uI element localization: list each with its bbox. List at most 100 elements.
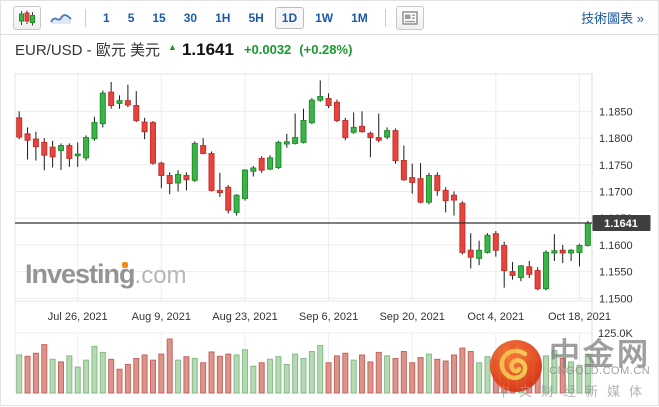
candle-up xyxy=(300,119,307,143)
volume-bar xyxy=(57,361,64,394)
volume-bar xyxy=(543,355,550,394)
volume-bar xyxy=(208,351,215,394)
volume-bar xyxy=(333,355,340,394)
volume-bar xyxy=(350,359,357,394)
volume-bar xyxy=(459,347,466,394)
volume-bar xyxy=(576,364,583,394)
timeframe-5[interactable]: 5 xyxy=(121,7,142,29)
candle-down xyxy=(375,137,382,141)
volume-bar xyxy=(325,362,332,394)
volume-bar xyxy=(359,354,366,394)
x-axis-label: Sep 20, 2021 xyxy=(379,311,444,323)
volume-bar xyxy=(24,355,31,394)
volume-bar xyxy=(317,344,324,394)
volume-bar xyxy=(484,356,491,394)
x-axis-label: Aug 9, 2021 xyxy=(132,311,191,323)
candles xyxy=(16,80,591,291)
candle-up xyxy=(350,126,357,133)
candle-up xyxy=(584,222,591,246)
candle-down xyxy=(66,145,73,159)
volume-bar xyxy=(158,353,165,394)
volume-bar xyxy=(108,358,115,394)
cngold-tagline: 中文财经新媒体 xyxy=(497,384,652,399)
candle-up xyxy=(517,265,524,278)
price-chart-canvas[interactable]: 1.18501.18001.17501.17001.16501.16001.15… xyxy=(1,63,659,407)
candle-up xyxy=(74,153,81,157)
candle-down xyxy=(108,91,115,107)
volume-bar xyxy=(559,357,566,394)
candle-down xyxy=(258,157,265,171)
volume-bar xyxy=(83,359,90,394)
volume-bar xyxy=(568,361,575,394)
candle-down xyxy=(434,174,441,191)
timeframe-15[interactable]: 15 xyxy=(145,7,172,29)
watermark-suffix: .com xyxy=(134,262,187,289)
watermark-brand: Investing xyxy=(25,259,136,289)
timeframe-30[interactable]: 30 xyxy=(177,7,204,29)
x-axis-label: Aug 23, 2021 xyxy=(212,311,277,323)
price-change-pct: (+0.28%) xyxy=(299,42,353,57)
volume-bar xyxy=(342,352,349,394)
candle-up xyxy=(568,249,575,254)
x-axis-label: Jul 26, 2021 xyxy=(48,311,108,323)
toolbar-divider xyxy=(384,8,386,27)
cngold-watermark: 中金网 CNGOLD.COM.CN 中文财经新媒体 xyxy=(487,335,659,405)
cngold-domain: CNGOLD.COM.CN xyxy=(549,365,651,377)
volume-bar xyxy=(425,353,432,394)
candle-down xyxy=(166,174,173,184)
candle-up xyxy=(175,173,182,184)
candle-up xyxy=(292,137,299,144)
timeframe-1m[interactable]: 1M xyxy=(344,7,375,29)
volume-bar xyxy=(183,356,190,394)
candle-up xyxy=(116,100,123,104)
candle-down xyxy=(216,189,223,194)
volume-bar xyxy=(91,345,98,394)
volume-bar xyxy=(384,355,391,394)
timeframe-5h[interactable]: 5H xyxy=(241,7,270,29)
volume-bar xyxy=(116,368,123,394)
volume-bar xyxy=(225,353,232,394)
volume-bar xyxy=(400,351,407,394)
volume-bar xyxy=(551,350,558,394)
timeframe-1d[interactable]: 1D xyxy=(274,6,305,29)
y-axis-label: 1.1750 xyxy=(599,160,633,172)
candle-down xyxy=(16,117,23,138)
line-chart-button[interactable] xyxy=(47,6,75,30)
candle-up xyxy=(99,92,106,125)
last-price: 1.1641 xyxy=(181,39,234,59)
candle-up xyxy=(384,130,391,138)
volume-bar xyxy=(175,359,182,394)
candle-down xyxy=(467,249,474,258)
volume-bar xyxy=(434,358,441,394)
x-axis-label: Sep 6, 2021 xyxy=(299,311,358,323)
technical-chart-link[interactable]: 技術圖表 » xyxy=(581,11,644,26)
x-axis-label: Oct 18, 2021 xyxy=(548,311,611,323)
y-axis-label: 1.1600 xyxy=(599,240,633,252)
line-chart-icon xyxy=(50,13,72,24)
candle-up xyxy=(91,122,98,140)
volume-bar xyxy=(267,358,274,394)
quote-header: EUR/USD - 歐元 美元 ▲ 1.1641 +0.0032 (+0.28%… xyxy=(1,36,658,63)
candle-down xyxy=(367,132,374,139)
chart-area: 1.18501.18001.17501.17001.16501.16001.15… xyxy=(1,63,659,407)
candle-down xyxy=(534,270,541,290)
candlestick-chart-button[interactable] xyxy=(13,5,41,30)
candlestick-icon xyxy=(19,10,35,25)
toolbar: 1 5 15 30 1H 5H 1D 1W 1M 技術圖表 » xyxy=(1,1,658,35)
volume-bar xyxy=(417,357,424,394)
volume-bar xyxy=(292,353,299,394)
toolbar-divider xyxy=(85,8,86,27)
timeframe-1[interactable]: 1 xyxy=(96,7,117,29)
timeframe-1h[interactable]: 1H xyxy=(208,7,237,29)
volume-bars xyxy=(16,338,591,394)
volume-bar xyxy=(41,344,48,394)
volume-bar xyxy=(250,365,257,394)
price-change: +0.0032 xyxy=(243,42,292,57)
last-price-tag-label: 1.1641 xyxy=(604,218,638,230)
volume-bar xyxy=(241,349,248,394)
candle-down xyxy=(459,202,466,253)
news-layout-button[interactable] xyxy=(395,5,424,30)
candle-up xyxy=(275,141,282,168)
candle-down xyxy=(559,249,566,254)
timeframe-1w[interactable]: 1W xyxy=(308,7,340,29)
